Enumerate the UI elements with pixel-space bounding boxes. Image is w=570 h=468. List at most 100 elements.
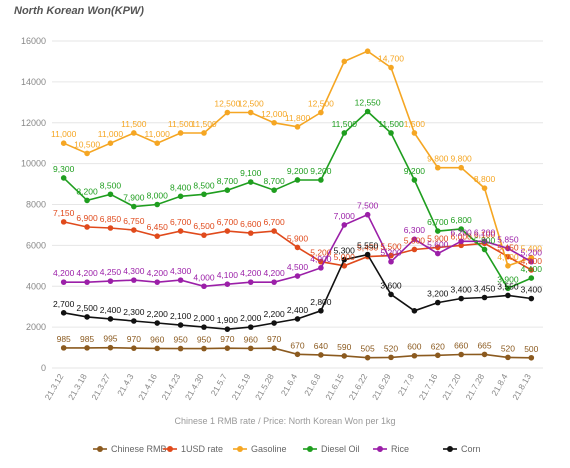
data-label: 660 [454,341,468,351]
data-point [107,316,114,322]
data-label: 5,850 [497,234,519,244]
data-label: 6,450 [147,222,169,232]
legend-item: Chinese RMB [93,444,167,454]
data-label: 5,550 [357,241,379,251]
data-label: 10,500 [74,139,100,149]
legend-item: Gasoline [233,444,287,454]
data-label: 985 [57,334,71,344]
data-point [294,244,301,251]
data-point [434,164,441,171]
data-label: 9,800 [427,154,449,164]
x-tick-label: 21.6.15 [323,372,346,402]
data-label: 3,600 [380,280,402,290]
data-point [224,228,231,234]
chart-title: North Korean Won(KPW) [14,5,144,17]
data-label: 6,700 [263,217,285,227]
data-point [364,48,371,55]
data-point [505,263,511,269]
data-point [505,354,511,361]
data-point [458,242,464,249]
data-point [60,345,67,351]
data-label: 4,700 [497,252,519,262]
data-label: 500 [524,344,538,354]
x-tick-label: 21.5.28 [253,372,276,402]
x-tick-label: 21.6.8 [302,372,323,398]
data-label: 11,500 [191,119,217,129]
data-point [201,324,207,330]
series-chinese-rmb [60,344,535,361]
data-label: 6,800 [451,215,473,225]
data-label: 7,500 [357,201,379,211]
data-point [247,109,254,116]
data-label: 5,900 [427,233,449,243]
legend-item: 1USD rate [163,444,223,454]
data-point [107,344,114,351]
data-point [528,258,535,265]
data-label: 505 [361,344,375,354]
data-point [60,140,67,146]
data-label: 960 [244,334,258,344]
data-point [364,108,371,115]
data-point [458,351,464,358]
data-label: 8,800 [474,174,496,184]
series-rice [60,211,535,290]
legend-item: Rice [373,444,409,454]
data-point [341,130,348,136]
data-label: 5,300 [334,246,356,256]
data-point [177,322,184,328]
data-label: 5,200 [380,248,402,258]
data-point [364,354,371,361]
data-point [107,191,114,198]
data-label: 5,200 [310,248,332,258]
data-point [434,244,441,251]
x-tick-label: 21.8.13 [510,372,533,402]
data-point [364,251,371,258]
data-point [271,279,277,285]
data-point [388,130,394,136]
y-tick-label: 16000 [21,36,46,46]
data-labels: 985 985 995 970 960 950 950 970 960 970 670 640 590 5… [51,54,542,354]
data-point [84,224,90,230]
data-label: 6,700 [427,217,449,227]
data-label: 8,700 [263,176,285,186]
x-tick-label: 21.3.27 [89,372,112,402]
data-label: 4,200 [147,268,169,278]
data-point [341,222,348,228]
data-label: 4,400 [521,264,543,274]
data-label: 4,000 [193,272,215,282]
data-point [318,258,324,265]
data-point [318,307,324,314]
data-label: 12,500 [214,99,240,109]
y-tick-label: 10000 [21,159,46,169]
data-point [341,58,348,65]
data-point [411,236,418,243]
data-label: 5,600 [427,240,449,250]
data-label: 6,700 [217,217,239,227]
data-label: 4,250 [100,267,122,277]
legend-swatch-dot [447,446,453,452]
data-point [154,279,161,285]
data-point [131,345,137,351]
x-tick-label: 21.4.3 [115,372,136,398]
x-axis: 21.3.12 21.3.18 21.3.27 21.4.3 21.4.16 21.4.2… [43,372,534,402]
data-label: 7,900 [123,193,145,203]
data-point [271,345,277,351]
data-label: 11,500 [332,119,358,129]
data-point [271,228,277,234]
data-label: 590 [337,342,351,352]
data-label: 4,300 [123,266,145,276]
data-label: 4,900 [310,254,332,264]
data-point [528,267,535,273]
data-label: 6,500 [193,221,215,231]
data-label: 6,600 [240,219,262,229]
data-point [247,230,254,236]
data-point [60,310,67,316]
data-point [201,283,207,290]
data-point [224,281,231,288]
x-tick-label: 21.6.29 [370,372,393,402]
data-label: 4,200 [76,268,98,278]
data-label: 5,450 [357,243,379,253]
data-label: 2,100 [170,311,192,321]
y-tick-label: 6000 [26,240,46,250]
